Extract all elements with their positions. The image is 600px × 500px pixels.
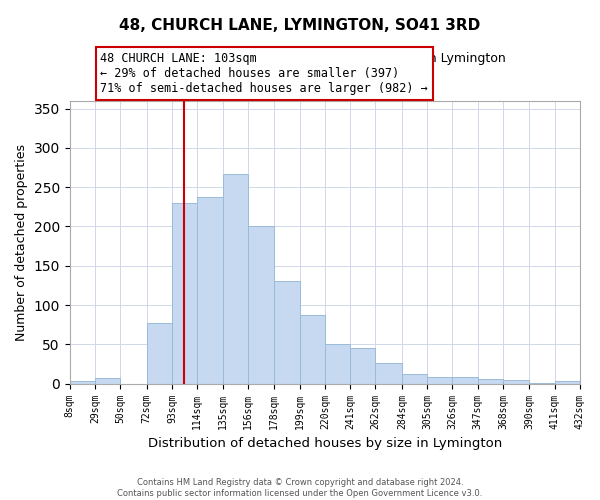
Y-axis label: Number of detached properties: Number of detached properties [15, 144, 28, 340]
Bar [146, 323, 172, 384]
Bar [299, 314, 325, 384]
Bar [350, 348, 376, 384]
Bar [376, 364, 402, 384]
Bar [427, 376, 452, 384]
Bar [452, 376, 478, 384]
Bar [555, 382, 580, 384]
Bar [248, 226, 274, 384]
Bar [223, 174, 248, 384]
Title: Size of property relative to detached houses in Lymington: Size of property relative to detached ho… [143, 52, 506, 65]
Bar [325, 344, 350, 384]
Bar [197, 196, 223, 384]
Text: 48, CHURCH LANE, LYMINGTON, SO41 3RD: 48, CHURCH LANE, LYMINGTON, SO41 3RD [119, 18, 481, 32]
Bar [172, 203, 197, 384]
Text: Contains HM Land Registry data © Crown copyright and database right 2024.
Contai: Contains HM Land Registry data © Crown c… [118, 478, 482, 498]
X-axis label: Distribution of detached houses by size in Lymington: Distribution of detached houses by size … [148, 437, 502, 450]
Bar [478, 379, 503, 384]
Bar [70, 382, 95, 384]
Bar [274, 280, 299, 384]
Text: 48 CHURCH LANE: 103sqm
← 29% of detached houses are smaller (397)
71% of semi-de: 48 CHURCH LANE: 103sqm ← 29% of detached… [100, 52, 428, 95]
Bar [503, 380, 529, 384]
Bar [529, 383, 555, 384]
Bar [95, 378, 120, 384]
Bar [402, 374, 427, 384]
